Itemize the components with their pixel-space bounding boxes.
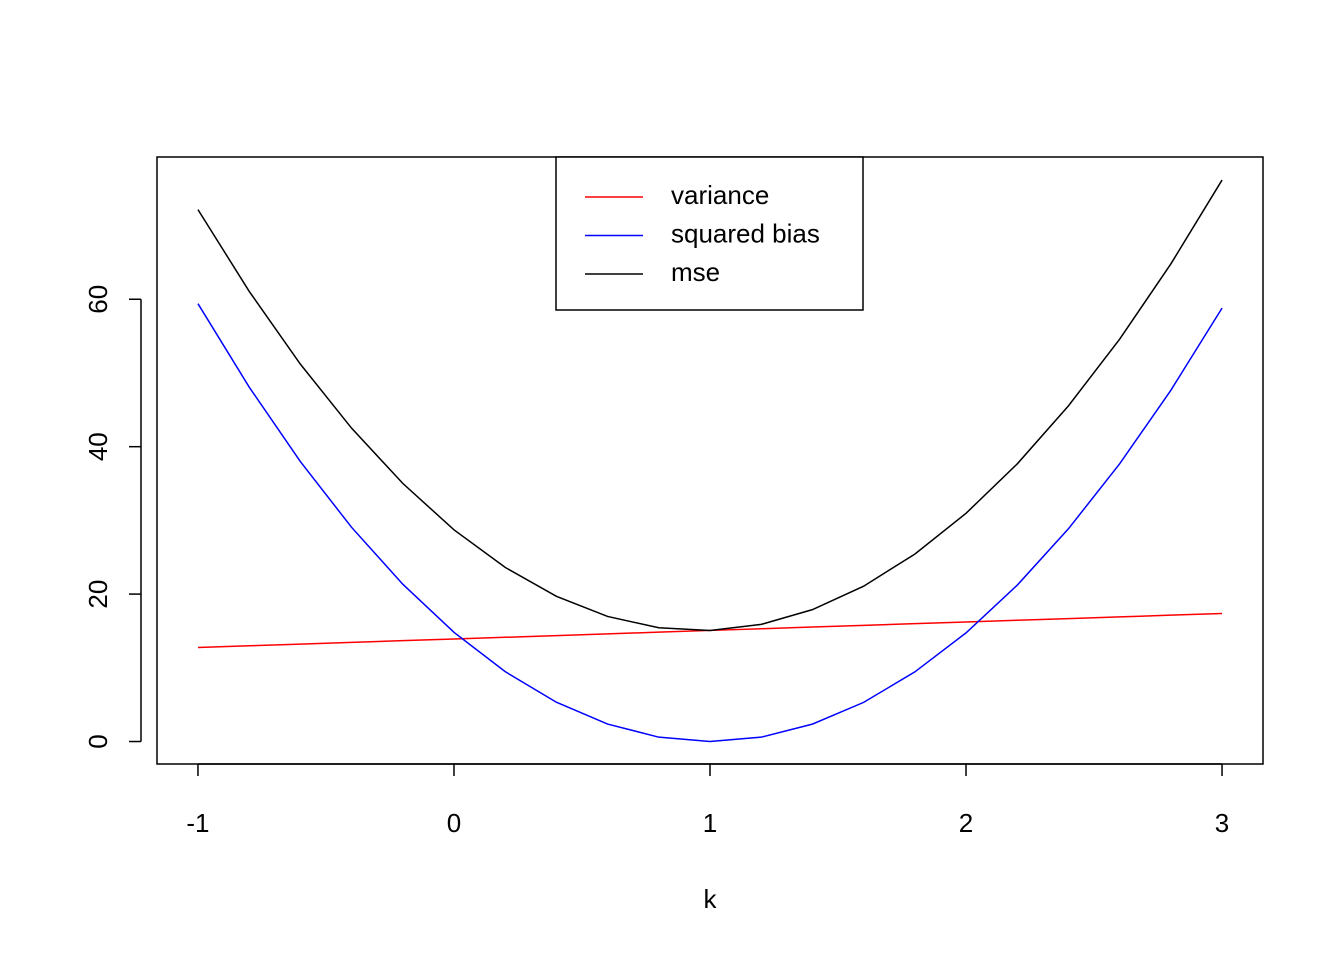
legend-label: squared bias <box>671 218 820 248</box>
x-tick-label: 1 <box>703 808 717 838</box>
series-line <box>197 303 1223 743</box>
y-tick-label: 40 <box>83 432 113 461</box>
x-axis-label: k <box>704 884 718 914</box>
legend-label: mse <box>671 257 720 287</box>
legend-label: variance <box>671 180 769 210</box>
y-tick-label: 20 <box>83 580 113 609</box>
series-line <box>197 179 1223 632</box>
legend-box <box>555 156 864 311</box>
y-tick-label: 60 <box>83 285 113 314</box>
x-tick-label: 0 <box>447 808 461 838</box>
x-tick-label: 3 <box>1215 808 1229 838</box>
x-tick-label: -1 <box>186 808 209 838</box>
x-tick-label: 2 <box>959 808 973 838</box>
y-tick-label: 0 <box>83 734 113 748</box>
